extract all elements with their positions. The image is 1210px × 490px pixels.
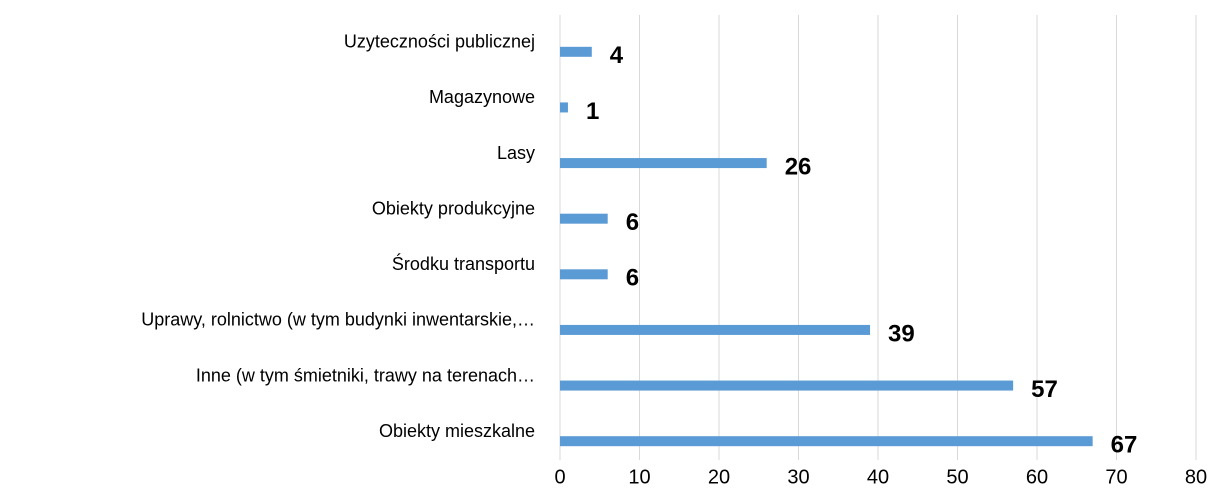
x-tick-label: 70 — [1105, 466, 1127, 488]
y-tick-label: Uprawy, rolnictwo (w tym budynki inwenta… — [141, 310, 535, 330]
x-tick-label: 30 — [787, 466, 809, 488]
x-tick-label: 10 — [628, 466, 650, 488]
data-label: 6 — [626, 209, 639, 236]
y-tick-label: Środku transportu — [392, 253, 535, 274]
x-tick-label: 80 — [1185, 466, 1207, 488]
x-tick-label: 50 — [946, 466, 968, 488]
x-tick-label: 40 — [867, 466, 889, 488]
data-label: 26 — [785, 153, 812, 180]
y-tick-label: Obiekty mieszkalne — [379, 421, 535, 441]
y-tick-label: Inne (w tym śmietniki, trawy na terenach… — [196, 365, 535, 385]
x-tick-label: 20 — [708, 466, 730, 488]
y-tick-label: Uzyteczności publicznej — [344, 32, 535, 52]
data-label: 1 — [586, 98, 599, 125]
y-tick-label: Magazynowe — [429, 87, 535, 107]
bar — [560, 158, 767, 169]
bar — [560, 324, 871, 335]
y-tick-label: Lasy — [497, 143, 535, 163]
bar — [560, 380, 1014, 391]
bar — [560, 269, 608, 280]
bar — [560, 213, 608, 224]
bar — [560, 436, 1093, 447]
data-label: 4 — [610, 42, 624, 69]
data-label: 67 — [1111, 432, 1138, 459]
bar — [560, 46, 592, 57]
data-label: 57 — [1031, 376, 1058, 403]
x-tick-label: 0 — [554, 466, 565, 488]
data-label: 6 — [626, 265, 639, 292]
data-label: 39 — [888, 320, 915, 347]
x-tick-label: 60 — [1026, 466, 1048, 488]
bar — [560, 102, 568, 113]
y-tick-label: Obiekty produkcyjne — [372, 198, 535, 218]
